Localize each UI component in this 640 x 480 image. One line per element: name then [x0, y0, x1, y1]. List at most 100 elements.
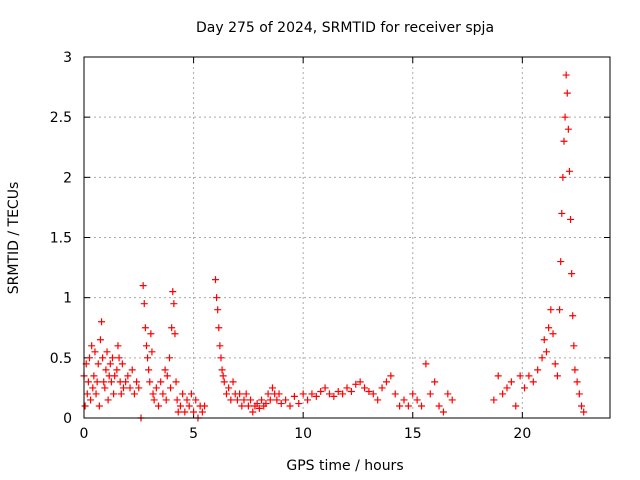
data-point: [144, 354, 152, 362]
data-point: [499, 390, 507, 398]
data-point: [229, 378, 237, 386]
data-point: [268, 384, 276, 392]
data-point: [382, 378, 390, 386]
data-point: [573, 378, 581, 386]
data-point: [448, 396, 456, 404]
data-point: [575, 390, 583, 398]
data-point: [409, 390, 417, 398]
data-point: [85, 354, 93, 362]
data-point: [356, 378, 364, 386]
data-point: [580, 408, 588, 416]
data-point: [104, 396, 112, 404]
data-point: [277, 400, 285, 408]
data-point: [321, 384, 329, 392]
data-point: [563, 89, 571, 97]
data-point: [183, 396, 191, 404]
data-point: [266, 396, 274, 404]
data-point: [220, 378, 228, 386]
data-point: [565, 167, 573, 175]
data-point: [562, 71, 570, 79]
data-point: [213, 294, 221, 302]
data-point: [553, 372, 561, 380]
data-point: [244, 402, 252, 410]
data-point: [330, 392, 338, 400]
data-point: [157, 378, 165, 386]
y-tick-label: 1.5: [50, 231, 72, 247]
data-point: [88, 342, 96, 350]
data-point: [240, 396, 248, 404]
data-point: [325, 390, 333, 398]
data-point: [557, 258, 565, 266]
data-point: [108, 354, 116, 362]
data-point: [286, 402, 294, 410]
data-point: [413, 396, 421, 404]
data-point: [174, 408, 182, 416]
data-point: [578, 402, 586, 410]
data-points: [80, 71, 588, 422]
data-point: [369, 390, 377, 398]
data-point: [387, 372, 395, 380]
data-point: [540, 336, 548, 344]
data-point: [559, 173, 567, 181]
data-point: [551, 360, 559, 368]
data-point: [365, 388, 373, 396]
data-point: [83, 390, 91, 398]
data-point: [290, 392, 298, 400]
data-point: [172, 378, 180, 386]
data-point: [431, 378, 439, 386]
data-point: [147, 330, 155, 338]
data-point: [162, 396, 170, 404]
data-point: [569, 312, 577, 320]
data-point: [130, 390, 138, 398]
data-point: [538, 354, 546, 362]
data-point: [255, 404, 263, 412]
data-point: [295, 400, 303, 408]
data-point: [273, 396, 281, 404]
data-point: [404, 402, 412, 410]
data-point: [102, 366, 110, 374]
data-point: [111, 372, 119, 380]
data-point: [122, 378, 130, 386]
data-point: [238, 402, 246, 410]
data-point: [568, 270, 576, 278]
data-point: [529, 378, 537, 386]
data-point: [163, 372, 171, 380]
data-point: [212, 276, 219, 284]
data-point: [214, 306, 222, 314]
chart-title: Day 275 of 2024, SRMTID for receiver spj…: [196, 20, 494, 36]
data-point: [378, 384, 386, 392]
data-point: [312, 392, 320, 400]
data-point: [128, 366, 136, 374]
data-point: [98, 318, 106, 326]
data-point: [549, 330, 557, 338]
data-point: [133, 378, 141, 386]
data-point: [521, 384, 529, 392]
data-point: [93, 378, 101, 386]
data-point: [560, 137, 568, 145]
y-tick-label: 2: [63, 170, 72, 186]
data-point: [100, 378, 108, 386]
data-point: [161, 366, 169, 374]
data-point: [299, 390, 307, 398]
data-point: [308, 390, 316, 398]
data-point: [106, 360, 114, 368]
data-point: [94, 360, 102, 368]
data-point: [168, 324, 176, 332]
data-point: [170, 300, 178, 308]
x-tick-label: 10: [294, 426, 312, 442]
data-point: [304, 396, 312, 404]
data-point: [181, 408, 189, 416]
data-point: [115, 354, 123, 362]
data-point: [400, 396, 408, 404]
x-axis-label: GPS time / hours: [286, 458, 403, 474]
data-point: [145, 366, 153, 374]
y-tick-label: 0.5: [50, 351, 72, 367]
data-point: [262, 400, 270, 408]
data-point: [149, 390, 157, 398]
data-point: [334, 388, 342, 396]
data-point: [422, 360, 430, 368]
data-point: [141, 324, 149, 332]
data-point: [247, 396, 255, 404]
data-point: [494, 372, 502, 380]
